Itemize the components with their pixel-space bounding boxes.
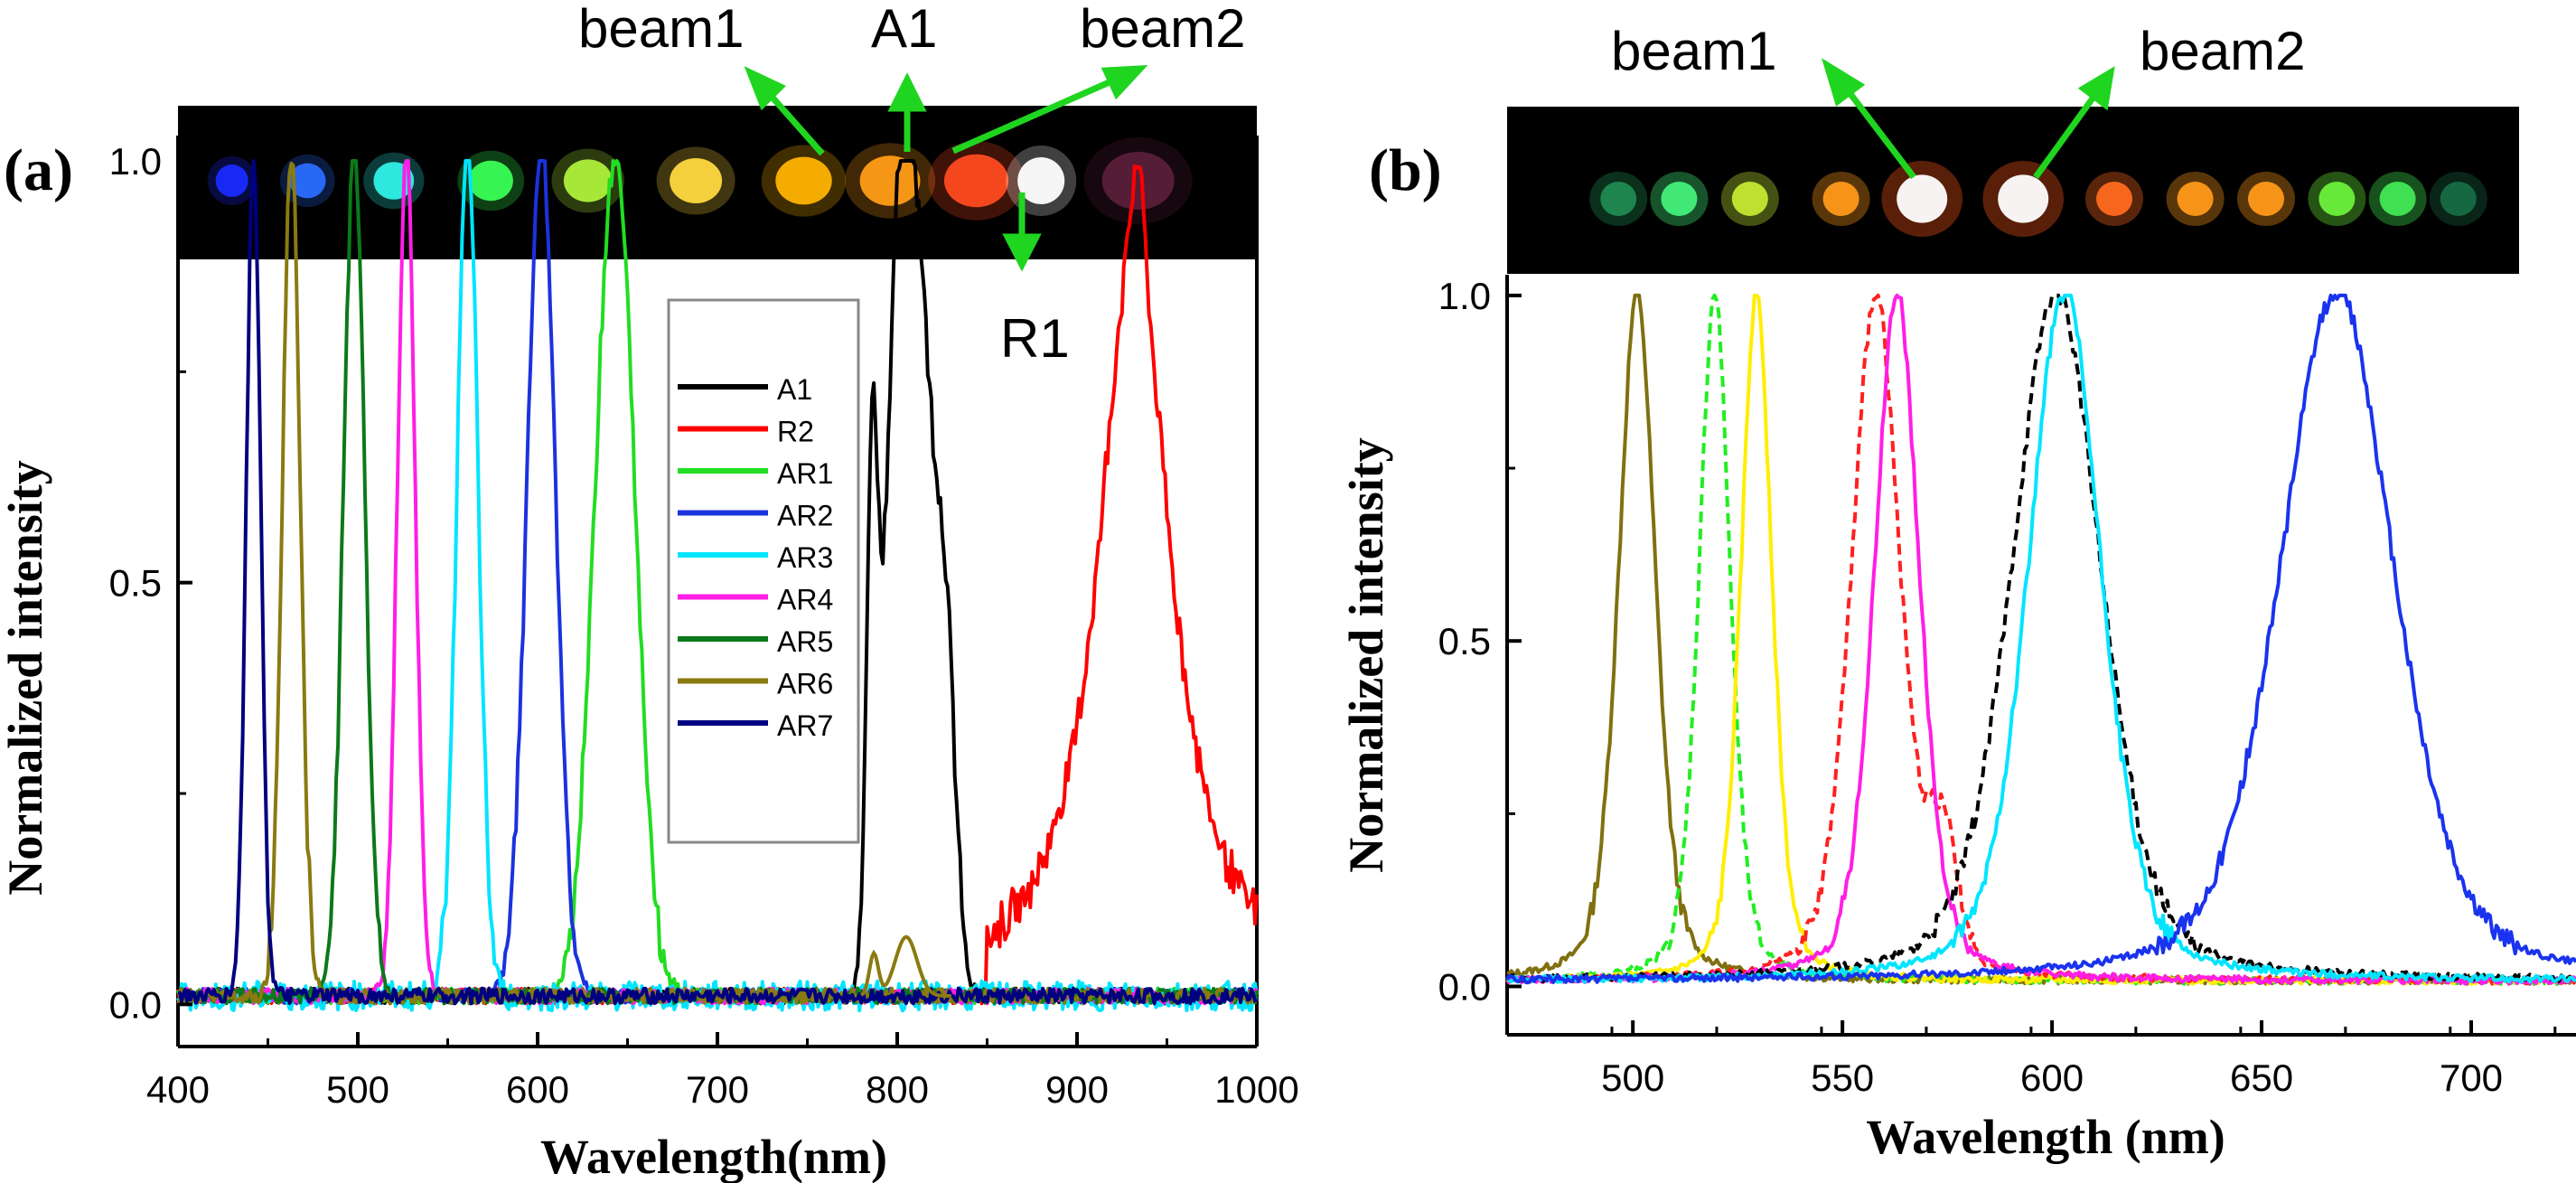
panel-a-spot <box>468 160 513 202</box>
panel-b-xlabel: Wavelength (nm) <box>1866 1110 2225 1164</box>
panel-b-series-5 <box>1506 293 2576 986</box>
panel-b-spot <box>1822 182 1859 216</box>
panel-b-ytick-label: 1.0 <box>1438 275 1491 317</box>
panel-b-photo-spots <box>1589 161 2487 237</box>
panel-a-spot <box>670 158 723 203</box>
panel-b-ytick-label: 0.5 <box>1438 620 1491 662</box>
panel-a-spot <box>289 163 326 199</box>
panel-b-series-3 <box>1506 293 2576 986</box>
panel-b-label-beam1: beam1 <box>1611 21 1776 81</box>
panel-a-spot <box>215 164 248 197</box>
panel-a-xtick-label: 400 <box>146 1068 210 1111</box>
panel-a: (a) beam1 A1 beam2 R1 400 500 600 700 800 900… <box>0 0 1299 1183</box>
panel-a-ylabel: Normalized intensity <box>0 460 52 895</box>
panel-a-curves <box>176 159 1259 1013</box>
panel-a-arrows <box>744 65 1148 272</box>
panel-b-spot <box>1897 174 1948 223</box>
panel-a-legend-label: AR3 <box>777 541 833 574</box>
panel-a-spot <box>943 154 1009 208</box>
panel-b-axes <box>1505 275 2576 1037</box>
panel-b-series-4 <box>1505 293 2576 986</box>
panel-a-xtick-label: 500 <box>326 1068 389 1111</box>
panel-a-spot <box>1017 157 1065 204</box>
panel-a-xtick-label: 1000 <box>1214 1068 1298 1111</box>
panel-b-ytick-label: 0.0 <box>1438 965 1491 1008</box>
panel-a-spot <box>859 155 921 206</box>
panel-b-xtick-label: 500 <box>1601 1056 1664 1099</box>
panel-b-xtick-label: 650 <box>2230 1056 2293 1099</box>
panel-b-spot <box>1661 182 1698 216</box>
panel-a-series-ar7 <box>177 159 1259 1006</box>
panel-a-legend-label: R2 <box>777 416 814 448</box>
panel-a-legend-label: AR4 <box>777 584 833 616</box>
panel-b-label-beam2: beam2 <box>2140 21 2305 81</box>
panel-a-label-r1: R1 <box>1000 308 1070 369</box>
panel-b-arrows <box>1822 58 2115 180</box>
panel-a-xtick-label: 600 <box>506 1068 569 1111</box>
panel-a-legend-label: AR2 <box>777 500 833 532</box>
panel-a-spot <box>1101 152 1175 210</box>
panel-a-xtick-label: 800 <box>866 1068 929 1111</box>
panel-b-spot <box>2177 182 2214 216</box>
panel-b-xtick-label: 600 <box>2020 1056 2084 1099</box>
panel-b-series-2 <box>1505 293 2576 986</box>
panel-a-label-beam2: beam2 <box>1080 0 1245 59</box>
panel-b-ticks: 500 550 600 650 700 0.0 0.5 1.0 <box>1438 275 2557 1099</box>
panel-b-series-8 <box>1505 293 2576 985</box>
panel-b: (b) beam1 beam2 500 550 600 650 700 0.0 0.5 1.0… <box>1339 21 2576 1164</box>
panel-a-series-ar3 <box>176 159 1259 1013</box>
panel-b-spot <box>1998 174 2049 223</box>
panel-b-series-7 <box>1506 293 2576 984</box>
panel-b-spot <box>1600 182 1637 216</box>
panel-b-xtick-label: 700 <box>2440 1056 2503 1099</box>
panel-b-series-1 <box>1506 293 2576 986</box>
panel-a-legend-label: AR6 <box>777 668 833 700</box>
panel-b-spot <box>2379 182 2416 216</box>
panel-b-xtick-label: 550 <box>1811 1056 1874 1099</box>
panel-a-ytick-label: 0.5 <box>109 562 162 605</box>
panel-b-spot <box>2096 182 2132 216</box>
panel-a-ytick-label: 1.0 <box>109 140 162 183</box>
panel-b-spot <box>2318 182 2356 216</box>
panel-a-legend-label: AR7 <box>777 709 833 742</box>
panel-b-label: (b) <box>1369 137 1442 203</box>
panel-b-curves <box>1505 293 2576 986</box>
panel-a-legend-box <box>667 298 860 844</box>
panel-a-spot <box>775 156 832 205</box>
panel-a-label-a1: A1 <box>871 0 937 59</box>
panel-a-legend-label: A1 <box>777 373 812 406</box>
panel-a-xlabel: Wavelength(nm) <box>540 1130 887 1183</box>
panel-b-series-6 <box>1506 293 2576 984</box>
panel-b-spot <box>2248 182 2284 216</box>
panel-a-spot <box>563 159 613 202</box>
panel-a-legend: A1 R2 AR1 AR2 AR3 AR4 AR5 AR6 AR7 <box>667 298 860 844</box>
panel-b-spot <box>2440 182 2477 216</box>
panel-a-ticks: 400 500 600 700 800 900 1000 0.0 0.5 1.0 <box>109 140 1299 1111</box>
panel-a-legend-label: AR1 <box>777 457 833 490</box>
panel-b-ylabel: Normalized intensity <box>1339 437 1393 872</box>
panel-b-spot <box>1731 182 1768 216</box>
panel-a-label: (a) <box>4 137 73 203</box>
panel-a-series-residual <box>859 934 951 998</box>
panel-a-xtick-label: 900 <box>1045 1068 1109 1111</box>
panel-a-xtick-label: 700 <box>686 1068 749 1111</box>
panel-a-legend-entries: A1 R2 AR1 AR2 AR3 AR4 AR5 AR6 AR7 <box>678 373 833 742</box>
panel-a-label-beam1: beam1 <box>578 0 744 59</box>
panel-a-legend-label: AR5 <box>777 625 833 658</box>
panel-a-ytick-label: 0.0 <box>109 983 162 1026</box>
